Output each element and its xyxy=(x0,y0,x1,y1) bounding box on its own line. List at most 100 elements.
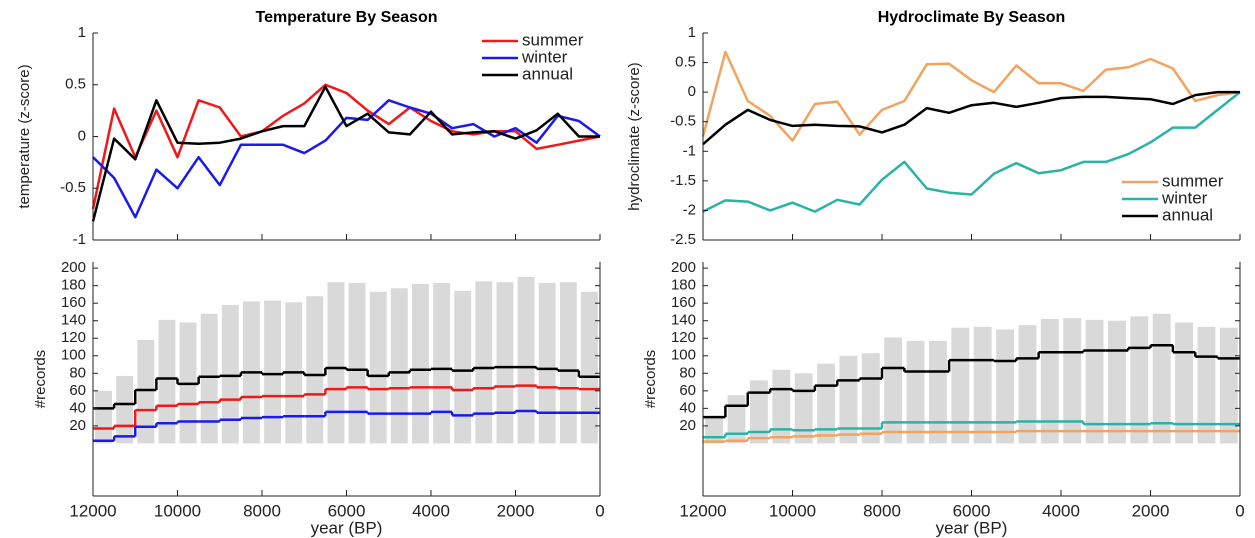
bar xyxy=(517,276,535,444)
bar xyxy=(973,326,992,444)
bar xyxy=(794,373,813,444)
y-axis-label: #records xyxy=(642,350,659,408)
y-tick-label: 0 xyxy=(688,83,696,100)
x-tick-label: 2000 xyxy=(1132,501,1170,520)
y-tick-label: 160 xyxy=(671,294,696,311)
chart-title: Temperature By Season xyxy=(256,9,438,26)
x-tick-label: 6000 xyxy=(953,501,991,520)
y-axis-label: hydroclimate (z-score) xyxy=(626,62,643,210)
x-tick-label: 10000 xyxy=(154,501,201,520)
bar xyxy=(496,282,514,444)
y-tick-label: 0 xyxy=(78,127,86,144)
bar xyxy=(1018,325,1037,444)
y-tick-label: 20 xyxy=(69,417,86,434)
y-tick-label: -2 xyxy=(683,201,696,218)
bar xyxy=(454,290,472,444)
legend-label: winter xyxy=(1161,188,1208,207)
y-tick-label: -0.5 xyxy=(670,113,696,130)
y-tick-label: 100 xyxy=(671,347,696,364)
x-tick-label: 8000 xyxy=(243,501,281,520)
bar xyxy=(327,282,345,444)
y-tick-label: -1 xyxy=(683,142,696,159)
x-tick-label: 0 xyxy=(1235,501,1244,520)
bar xyxy=(264,300,282,444)
y-axis-label: #records xyxy=(32,350,49,408)
y-tick-label: 20 xyxy=(679,417,696,434)
bar xyxy=(369,291,387,444)
bar xyxy=(884,337,903,444)
y-tick-label: 180 xyxy=(671,277,696,294)
x-tick-label: 8000 xyxy=(863,501,901,520)
bar xyxy=(705,417,724,444)
bar xyxy=(861,353,880,444)
y-tick-label: -1.5 xyxy=(670,172,696,189)
y-tick-label: 140 xyxy=(671,312,696,329)
bar xyxy=(116,375,134,444)
x-tick-label: 12000 xyxy=(679,501,726,520)
bar xyxy=(1040,318,1059,444)
legend-label: winter xyxy=(521,47,568,66)
series-line xyxy=(702,91,1241,213)
y-tick-label: -0.5 xyxy=(60,179,86,196)
y-tick-label: 1 xyxy=(688,24,696,41)
bar xyxy=(538,283,556,444)
bar xyxy=(411,283,429,444)
bar xyxy=(1197,326,1216,444)
y-tick-label: -2.5 xyxy=(670,231,696,248)
bar xyxy=(951,327,970,444)
series-line xyxy=(91,85,600,222)
y-tick-label: 40 xyxy=(69,399,86,416)
y-tick-label: 0.5 xyxy=(675,54,696,71)
bar xyxy=(200,313,218,444)
legend-label: annual xyxy=(522,64,573,83)
bar xyxy=(749,380,768,444)
y-tick-label: 200 xyxy=(671,259,696,276)
y-tick-label: 180 xyxy=(61,277,86,294)
y-tick-label: 40 xyxy=(679,399,696,416)
y-tick-label: 200 xyxy=(61,259,86,276)
series-line xyxy=(91,83,601,210)
y-tick-label: 60 xyxy=(679,382,696,399)
bar xyxy=(95,390,113,444)
bar xyxy=(137,340,155,444)
legend-label: annual xyxy=(1162,205,1213,224)
x-tick-label: 10000 xyxy=(769,501,816,520)
bar xyxy=(580,291,598,444)
bar xyxy=(433,283,451,444)
bar xyxy=(559,282,577,444)
bar xyxy=(772,369,791,444)
x-tick-label: 4000 xyxy=(1042,501,1080,520)
bar xyxy=(839,355,858,444)
legend-label: summer xyxy=(522,30,584,49)
x-tick-label: 0 xyxy=(595,501,604,520)
y-tick-label: 120 xyxy=(671,329,696,346)
x-tick-label: 6000 xyxy=(328,501,366,520)
y-tick-label: 0.5 xyxy=(65,76,86,93)
y-tick-label: 80 xyxy=(69,364,86,381)
chart-title: Hydroclimate By Season xyxy=(878,9,1066,26)
series-line xyxy=(701,50,1241,142)
y-tick-label: 100 xyxy=(61,347,86,364)
y-tick-label: 120 xyxy=(61,329,86,346)
x-axis-label: year (BP) xyxy=(311,518,383,537)
y-tick-label: 1 xyxy=(78,24,86,41)
y-tick-label: 140 xyxy=(61,312,86,329)
y-tick-label: -1 xyxy=(73,231,86,248)
bar xyxy=(1219,327,1238,444)
bar xyxy=(475,281,493,444)
bar xyxy=(817,363,836,444)
series-line xyxy=(702,90,1240,146)
x-tick-label: 2000 xyxy=(497,501,535,520)
x-tick-label: 12000 xyxy=(69,501,116,520)
bar xyxy=(727,395,746,444)
legend-label: summer xyxy=(1162,171,1224,190)
bar xyxy=(1063,318,1082,444)
bar xyxy=(928,340,947,444)
x-tick-label: 4000 xyxy=(412,501,450,520)
bar xyxy=(390,288,408,444)
bar xyxy=(306,296,324,444)
y-axis-label: temperature (z-score) xyxy=(16,64,33,208)
x-axis-label: year (BP) xyxy=(936,518,1008,537)
bar xyxy=(906,340,925,444)
